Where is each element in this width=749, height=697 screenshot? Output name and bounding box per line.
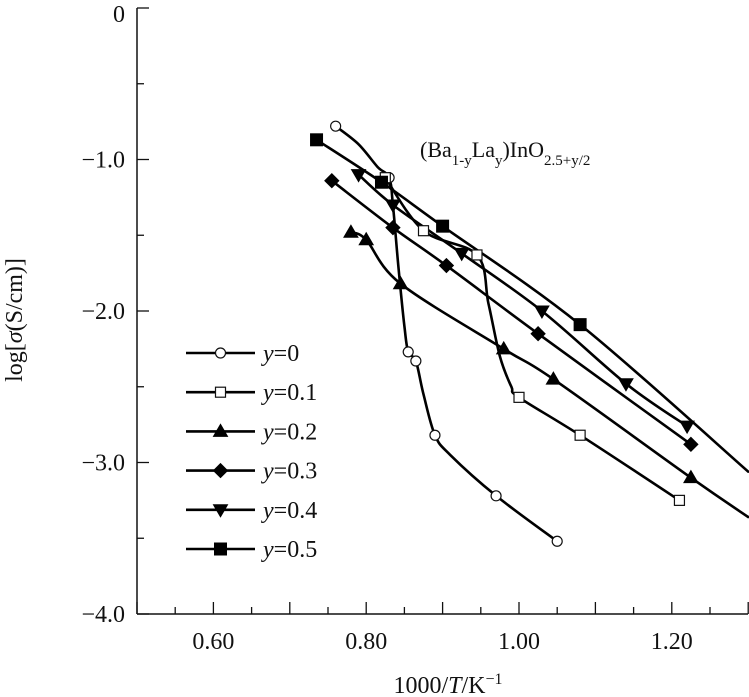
data-point — [417, 225, 430, 237]
x-tick-label: 1.20 — [651, 629, 693, 655]
data-point — [530, 326, 546, 342]
legend-marker — [212, 462, 229, 479]
x-tick-label: 1.00 — [498, 629, 540, 655]
y-ticks: 0 −1.0 −2.0 −3.0 −4.0 — [81, 2, 149, 628]
y-tick-label: −4.0 — [81, 602, 125, 628]
data-point — [545, 371, 562, 385]
y-axis-title: log[σ(S/cm)] — [2, 258, 28, 382]
data-point — [551, 535, 563, 547]
series-line-1 — [384, 176, 681, 502]
data-point — [679, 420, 695, 435]
data-point — [574, 429, 586, 441]
data-point — [402, 346, 414, 358]
data-point — [324, 173, 340, 189]
data-point — [495, 340, 512, 355]
data-point — [471, 249, 483, 261]
data-point — [410, 355, 422, 367]
data-point — [358, 231, 375, 246]
x-tick-label: 0.60 — [192, 629, 234, 655]
legend-label: y=0 — [261, 341, 299, 367]
x-axis-title: 1000/T/K−1 — [393, 671, 502, 697]
legend-marker — [212, 423, 229, 437]
data-point — [683, 436, 699, 453]
data-point — [385, 219, 401, 236]
data-point — [436, 219, 450, 233]
data-point — [438, 257, 455, 274]
series-line-0 — [334, 124, 559, 543]
data-point — [490, 490, 502, 502]
data-point — [453, 247, 470, 262]
x-tick-label: 0.80 — [345, 629, 387, 655]
legend-label: y=0.5 — [261, 537, 317, 563]
legend-label: y=0.1 — [261, 380, 317, 406]
data-point — [573, 318, 587, 332]
data-point — [330, 120, 342, 132]
data-point — [310, 133, 324, 147]
data-point — [374, 175, 388, 189]
series-line-3 — [330, 179, 693, 446]
data-point — [385, 199, 401, 213]
legend: y=0 y=0.1 y=0.2 y=0.3 y=0.4 y=0.5 — [186, 341, 317, 563]
data-point — [683, 469, 699, 484]
data-point — [350, 169, 367, 183]
data-point — [673, 494, 686, 506]
data-point — [534, 305, 550, 319]
legend-marker — [214, 386, 227, 398]
x-ticks: 0.60 0.80 1.00 1.20 — [136, 602, 749, 655]
y-tick-label: −1.0 — [81, 148, 125, 174]
legend-marker — [214, 347, 227, 359]
data-point — [513, 391, 525, 403]
data-point — [618, 378, 634, 392]
legend-label: y=0.4 — [261, 498, 317, 524]
y-tick-label: −3.0 — [81, 451, 125, 477]
y-tick-label: 0 — [113, 2, 125, 28]
legend-label: y=0.2 — [261, 419, 317, 445]
y-tick-label: −2.0 — [81, 299, 125, 325]
series-markers — [310, 120, 699, 547]
formula-annotation: (Ba1-yLay)InO2.5+y/2 — [420, 137, 590, 169]
legend-label: y=0.3 — [261, 459, 317, 485]
data-point — [392, 275, 409, 290]
data-point — [343, 224, 359, 238]
legend-marker — [214, 542, 227, 556]
legend-marker — [212, 504, 229, 518]
data-point — [429, 429, 441, 441]
